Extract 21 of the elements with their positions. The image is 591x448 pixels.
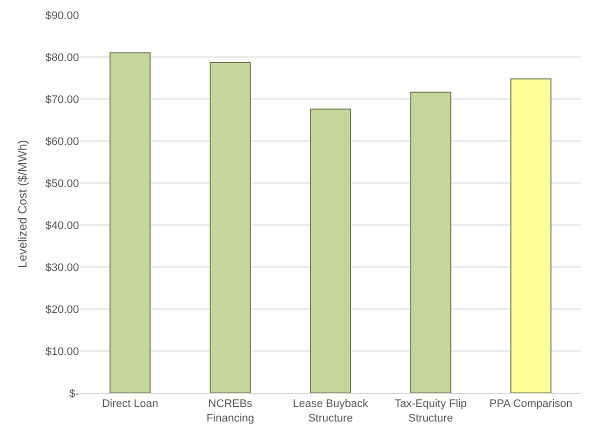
y-axis-title: Levelized Cost ($/MWh)	[16, 140, 30, 268]
x-tick-label: Lease Buyback Structure	[292, 398, 369, 424]
y-tick-label: $60.00	[45, 136, 79, 148]
x-tick-label: Tax-Equity Flip Structure	[394, 398, 467, 424]
bar	[510, 78, 552, 393]
x-tick-label: NCREBs Financing	[206, 398, 254, 424]
bar	[410, 92, 452, 393]
y-tick-label: $10.00	[45, 346, 79, 358]
x-tick-label: Direct Loan	[102, 398, 158, 410]
y-tick-label: $50.00	[45, 178, 79, 190]
y-tick-label: $30.00	[45, 262, 79, 274]
bar	[310, 108, 352, 393]
bar	[110, 52, 151, 393]
y-tick-label: $20.00	[45, 304, 79, 316]
y-tick-label: $-	[69, 388, 80, 400]
y-tick-label: $70.00	[45, 94, 79, 106]
y-tick-label: $90.00	[45, 10, 79, 22]
y-tick-label: $40.00	[45, 220, 79, 232]
y-tick-label: $80.00	[45, 52, 79, 64]
bar	[210, 62, 251, 393]
x-tick-label: PPA Comparison	[489, 398, 572, 410]
